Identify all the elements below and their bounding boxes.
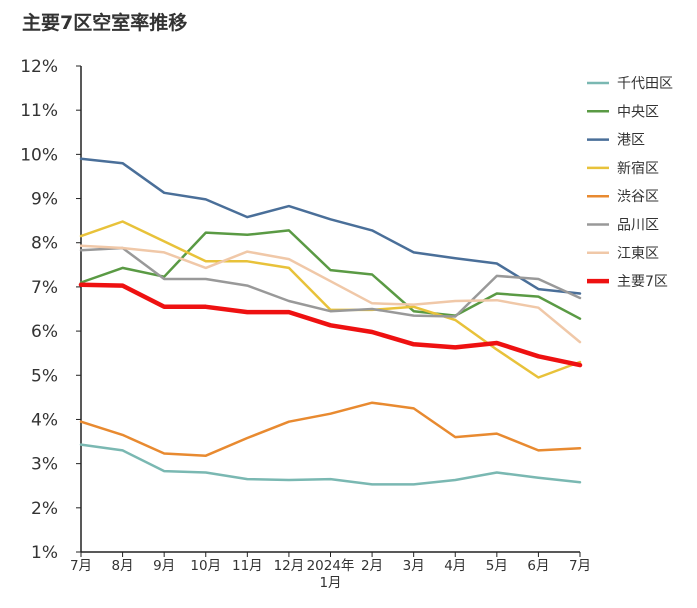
- series-line-中央区: [79, 229, 582, 320]
- x-tick-label: 11月: [232, 558, 263, 574]
- legend-label: 主要7区: [617, 274, 668, 290]
- y-tick-label: 10%: [20, 145, 58, 165]
- series-line-千代田区: [79, 443, 582, 486]
- y-tick-label: 1%: [31, 543, 58, 563]
- y-tick-label: 2%: [31, 499, 58, 519]
- x-tick-label: 9月: [153, 558, 175, 574]
- legend-label: 中央区: [617, 104, 659, 120]
- axes: [76, 65, 581, 557]
- y-tick-label: 8%: [31, 234, 58, 254]
- series-line-主要7区: [78, 282, 583, 368]
- x-tick-label: 8月: [112, 558, 134, 574]
- y-tick-label: 6%: [31, 322, 58, 342]
- x-tick-label: 4月: [444, 558, 466, 574]
- series-line-港区: [79, 157, 582, 295]
- series-line-渋谷区: [79, 401, 582, 457]
- legend-label: 千代田区: [617, 76, 673, 92]
- legend-label: 渋谷区: [617, 189, 659, 205]
- legend-label: 新宿区: [617, 160, 659, 177]
- y-tick-label: 3%: [31, 455, 58, 475]
- y-tick-label: 5%: [31, 366, 58, 386]
- y-tick-label: 11%: [20, 101, 58, 121]
- x-tick-label: 5月: [486, 558, 508, 574]
- legend-label: 品川区: [617, 218, 659, 234]
- y-axis-labels: 12% 11% 10% 9% 8% 7% 6% 5% 4% 3% 2% 1%: [20, 57, 58, 563]
- x-tick-label: 2024年 1月: [307, 558, 355, 591]
- series-line-品川区: [79, 246, 582, 318]
- series-lines: [78, 157, 583, 486]
- legend-label: 江東区: [617, 246, 659, 262]
- x-tick-label: 10月: [190, 558, 221, 574]
- y-tick-label: 4%: [31, 410, 58, 430]
- x-tick-label: 3月: [403, 558, 425, 574]
- x-axis-labels: 7月 8月 9月 10月 11月 12月 2024年 1月 2月 3月 4月 5月 6月 7月: [70, 558, 591, 591]
- legend-label: 港区: [617, 133, 645, 149]
- series-line-新宿区: [79, 220, 582, 379]
- x-tick-label: 7月: [70, 558, 92, 574]
- x-tick-label: 12月: [274, 558, 305, 574]
- chart-title: 主要7区空室率推移: [22, 12, 188, 34]
- series-line-江東区: [79, 244, 582, 344]
- y-tick-label: 12%: [20, 57, 58, 77]
- x-tick-label: 2月: [361, 558, 383, 574]
- x-tick-label: 7月: [569, 558, 591, 574]
- y-tick-label: 9%: [31, 190, 58, 210]
- y-tick-label: 7%: [31, 278, 58, 298]
- x-tick-label: 6月: [527, 558, 549, 574]
